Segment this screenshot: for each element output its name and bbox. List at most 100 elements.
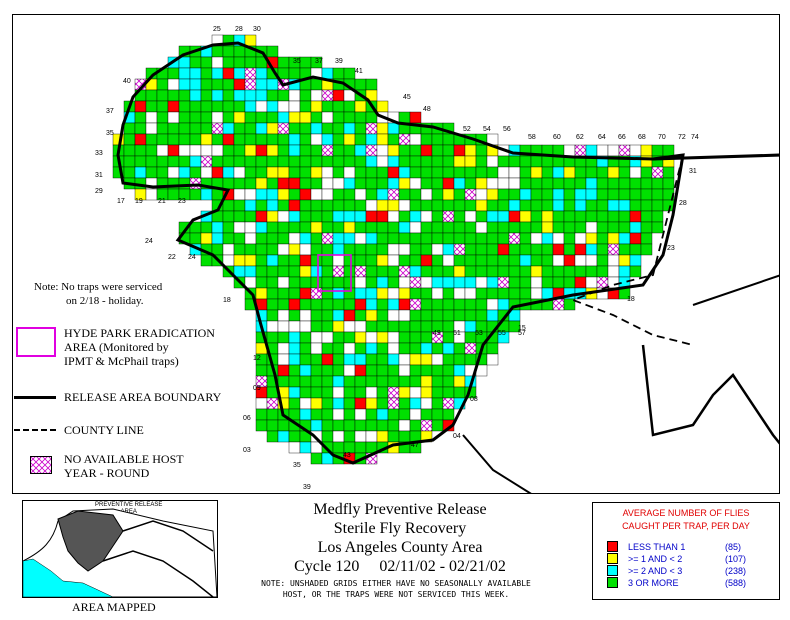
trap-grid-cell <box>640 243 653 256</box>
trap-grid-cell <box>420 210 433 223</box>
trap-grid-cell <box>607 221 620 234</box>
trap-grid-cell <box>376 199 389 212</box>
grid-label-top: 64 <box>598 134 606 141</box>
trap-grid-cell <box>431 133 444 146</box>
trap-grid-cell <box>211 188 224 201</box>
trap-grid-cell <box>442 243 455 256</box>
trap-grid-cell <box>629 232 642 245</box>
trap-grid-cell <box>277 276 290 289</box>
trap-grid-cell <box>277 309 290 322</box>
trap-grid-cell <box>200 111 213 124</box>
trap-grid-cell <box>497 199 510 212</box>
trap-grid-cell <box>244 210 257 223</box>
trap-grid-cell <box>255 408 268 421</box>
no-host-line-1: NO AVAILABLE HOST <box>64 452 184 466</box>
trap-grid-cell <box>409 133 422 146</box>
trap-grid-cell <box>398 111 411 124</box>
trap-grid-cell <box>178 133 191 146</box>
trap-grid-cell <box>530 199 543 212</box>
trap-grid-cell <box>167 122 180 135</box>
trap-grid-cell <box>299 265 312 278</box>
trap-grid-cell <box>596 243 609 256</box>
trap-grid-cell <box>233 243 246 256</box>
trap-grid-cell <box>211 100 224 113</box>
trap-grid-cell <box>519 221 532 234</box>
trap-grid-cell <box>233 100 246 113</box>
trap-grid-cell <box>310 309 323 322</box>
trap-grid-cell <box>607 188 620 201</box>
trap-grid-cell <box>376 276 389 289</box>
area-mapped-inset: PREVENTIVE RELEASE AREA <box>22 500 218 598</box>
trap-grid-cell <box>475 155 488 168</box>
grid-label-top: 74 <box>691 134 699 141</box>
trap-grid-cell <box>123 166 136 179</box>
trap-grid-cell <box>497 287 510 300</box>
trap-grid-cell <box>442 188 455 201</box>
trap-grid-cell <box>288 309 301 322</box>
grid-label-top: 66 <box>618 134 626 141</box>
trap-grid-cell <box>365 320 378 333</box>
trap-grid-cell <box>244 89 257 102</box>
trap-grid-cell <box>398 199 411 212</box>
trap-grid-cell <box>552 188 565 201</box>
trap-grid-cell <box>376 375 389 388</box>
trap-grid-cell <box>574 166 587 179</box>
trap-grid-cell <box>354 243 367 256</box>
trap-grid-cell <box>332 397 345 410</box>
trap-grid-cell <box>354 342 367 355</box>
trap-grid-cell <box>244 199 257 212</box>
trap-grid-cell <box>442 155 455 168</box>
trap-grid-cell <box>618 144 631 157</box>
trap-grid-cell <box>530 155 543 168</box>
trap-grid-cell <box>365 276 378 289</box>
trap-grid-cell <box>475 243 488 256</box>
trap-grid-cell <box>233 221 246 234</box>
trap-grid-cell <box>321 408 334 421</box>
trap-grid-cell <box>134 100 147 113</box>
trap-grid-cell <box>464 199 477 212</box>
trap-grid-cell <box>288 243 301 256</box>
trap-grid-cell <box>508 287 521 300</box>
trap-grid-cell <box>475 177 488 190</box>
trap-grid-cell <box>409 232 422 245</box>
hyde-park-line-1: HYDE PARK ERADICATION <box>64 326 215 340</box>
trap-grid-cell <box>486 265 499 278</box>
trap-grid-cell <box>211 243 224 256</box>
trap-grid-cell <box>431 155 444 168</box>
trap-grid-cell <box>464 353 477 366</box>
trap-grid-cell <box>354 408 367 421</box>
trap-grid-cell <box>233 122 246 135</box>
trap-grid-cell <box>145 133 158 146</box>
trap-grid-cell <box>288 331 301 344</box>
trap-grid-cell <box>299 111 312 124</box>
trap-grid-cell <box>376 210 389 223</box>
trap-grid-cell <box>200 67 213 80</box>
trap-grid-cell <box>475 265 488 278</box>
title-line-3: Los Angeles County Area <box>317 539 483 556</box>
trap-grid-cell <box>288 166 301 179</box>
legend-row-2-to-3: >= 2 AND < 3 (238) <box>607 565 746 576</box>
trap-grid-cell <box>189 122 202 135</box>
trap-grid-cell <box>508 243 521 256</box>
trap-grid-cell <box>299 232 312 245</box>
trap-grid-cell <box>233 177 246 190</box>
trap-grid-cell <box>453 353 466 366</box>
grid-label-right: 15 <box>518 325 526 332</box>
trap-grid-cell <box>310 199 323 212</box>
trap-grid-cell <box>398 342 411 355</box>
trap-grid-cell <box>376 397 389 410</box>
trap-grid-cell <box>563 199 576 212</box>
trap-grid-cell <box>508 254 521 267</box>
trap-grid-cell <box>156 155 169 168</box>
legend-row-3-or-more: 3 OR MORE (588) <box>607 577 746 588</box>
trap-grid-cell <box>420 375 433 388</box>
trap-grid-cell <box>354 133 367 146</box>
trap-grid-cell <box>651 221 664 234</box>
trap-grid-cell <box>409 408 422 421</box>
grid-label-right: 23 <box>667 245 675 252</box>
trap-grid-cell <box>332 298 345 311</box>
trap-grid-cell <box>596 232 609 245</box>
trap-grid-cell <box>497 188 510 201</box>
trap-grid-cell <box>475 309 488 322</box>
trap-grid-cell <box>376 408 389 421</box>
